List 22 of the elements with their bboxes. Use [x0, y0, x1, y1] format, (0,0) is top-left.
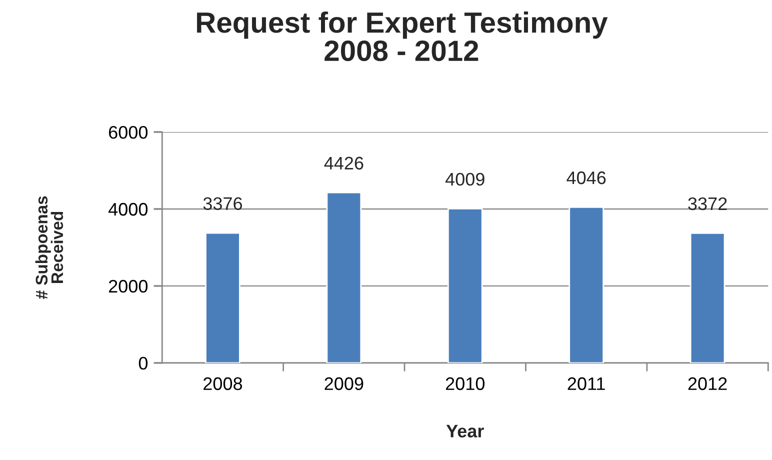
x-tick-label: 2008	[204, 377, 242, 390]
bar	[326, 192, 362, 363]
x-tick-label: 2010	[446, 377, 485, 390]
x-tick-label: 2012	[688, 377, 727, 390]
data-label: 4009	[445, 172, 484, 186]
data-label: 4046	[566, 171, 606, 184]
y-tick-label: 4000	[108, 202, 148, 216]
data-label: 3372	[688, 197, 727, 210]
y-tick-label: 6000	[108, 126, 148, 139]
bar	[568, 206, 604, 363]
y-tick-label: 2000	[108, 280, 148, 293]
data-label: 3376	[203, 197, 242, 210]
bar	[447, 208, 483, 363]
bar	[205, 232, 240, 363]
chart-title: Request for Expert Testimony 2008 - 2012	[197, 12, 608, 62]
x-axis-title: Year	[446, 424, 484, 438]
data-label: 4426	[324, 156, 364, 170]
y-tick-label: 0	[138, 356, 148, 370]
x-tick-label: 2009	[324, 377, 364, 390]
y-axis-title: # Subpoenas Received	[35, 196, 64, 300]
x-tick-label: 2011	[568, 377, 605, 390]
bar	[690, 232, 726, 363]
